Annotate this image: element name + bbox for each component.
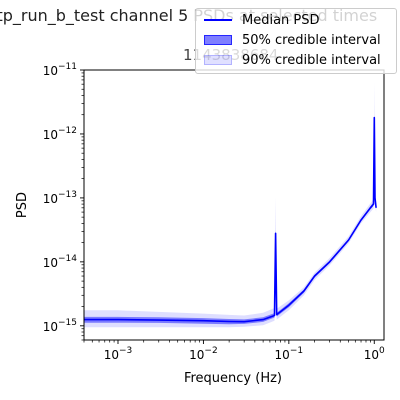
legend-item-median: Median PSD xyxy=(204,11,320,29)
legend-swatch-50 xyxy=(204,35,232,45)
legend-item-50: 50% credible interval xyxy=(204,31,381,49)
y-tick-label: 10−12 xyxy=(43,126,77,142)
y-tick-label: 10−15 xyxy=(43,318,77,334)
band-50-credible-interval xyxy=(84,113,376,324)
legend-label-50: 50% credible interval xyxy=(242,33,381,48)
legend-item-90: 90% credible interval xyxy=(204,51,381,69)
legend-label-median: Median PSD xyxy=(242,13,320,28)
median-psd-line xyxy=(84,118,376,322)
legend-swatch-median xyxy=(204,19,232,21)
x-axis-label: Frequency (Hz) xyxy=(184,371,282,386)
legend: Median PSD 50% credible interval 90% cre… xyxy=(195,8,397,74)
band-90-credible-interval xyxy=(84,82,376,327)
legend-swatch-90 xyxy=(204,55,232,65)
plot-frame xyxy=(84,70,384,340)
plot-area xyxy=(84,82,376,327)
y-axis-label: PSD xyxy=(15,192,30,218)
y-tick-label: 10−13 xyxy=(43,190,77,206)
y-tick-label: 10−11 xyxy=(43,62,77,78)
x-tick-label: 100 xyxy=(364,346,385,362)
y-tick-label: 10−14 xyxy=(43,254,78,270)
x-tick-label: 10−1 xyxy=(275,346,304,362)
x-tick-label: 10−2 xyxy=(189,346,218,362)
x-tick-label: 10−3 xyxy=(104,346,133,362)
legend-label-90: 90% credible interval xyxy=(242,53,381,68)
